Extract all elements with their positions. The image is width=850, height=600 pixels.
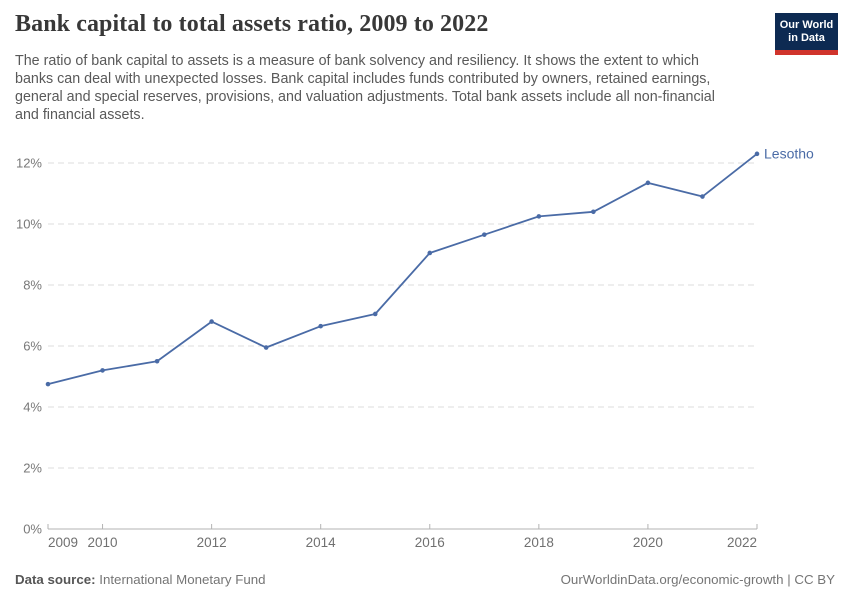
data-point[interactable]	[372, 311, 378, 317]
series-entity-label[interactable]: Lesotho	[764, 145, 814, 161]
x-axis-tick-label: 2022	[727, 535, 757, 550]
credit-line: OurWorldinData.org/economic-growth | CC …	[561, 572, 835, 587]
data-point[interactable]	[427, 250, 433, 256]
series-line	[47, 152, 758, 386]
y-axis-tick-label: 4%	[23, 400, 42, 415]
y-axis-tick-label: 10%	[16, 217, 42, 232]
y-axis-tick-label: 8%	[23, 278, 42, 293]
x-axis-tick-label: 2016	[415, 535, 445, 550]
data-source: Data source: International Monetary Fund	[15, 572, 266, 587]
x-axis-tick-label: 2009	[48, 535, 78, 550]
data-source-label: Data source:	[15, 572, 96, 587]
chart-subtitle: The ratio of bank capital to assets is a…	[15, 53, 715, 123]
y-axis-tick-label: 2%	[23, 461, 42, 476]
owid-logo-line1: Our World	[779, 19, 834, 31]
y-axis-tick-label: 12%	[16, 156, 42, 171]
data-point[interactable]	[318, 323, 323, 329]
data-point[interactable]	[645, 180, 651, 186]
line-chart-svg: 0% 2% 4% 6% 8% 10% 12% 2009 2010 2012 2014 2016 2018…	[16, 145, 814, 550]
credit-separator: |	[783, 572, 795, 587]
y-axis-tick-label: 0%	[23, 522, 42, 537]
x-axis-tick-label: 2012	[197, 535, 227, 550]
x-axis-tick-label: 2014	[306, 535, 337, 550]
license-link[interactable]: CC BY	[794, 572, 835, 587]
data-point[interactable]	[591, 209, 596, 215]
credit-link[interactable]: OurWorldinData.org/economic-growth	[560, 572, 784, 587]
owid-logo[interactable]: Our World in Data	[775, 13, 838, 55]
data-point[interactable]	[45, 381, 51, 387]
x-axis-tick-label: 2018	[524, 535, 554, 550]
y-axis-tick-label: 6%	[23, 339, 42, 354]
data-source-value: International Monetary Fund	[99, 572, 266, 587]
data-point[interactable]	[209, 319, 214, 324]
owid-logo-line2: in Data	[788, 32, 825, 44]
data-point[interactable]	[700, 194, 705, 199]
data-point[interactable]	[482, 232, 487, 237]
x-axis-tick-label: 2020	[633, 535, 663, 550]
data-point[interactable]	[536, 214, 542, 219]
x-axis-tick-label: 2010	[88, 535, 118, 550]
chart-footer: Data source: International Monetary Fund…	[0, 572, 850, 587]
data-point[interactable]	[100, 368, 105, 373]
data-point[interactable]	[263, 345, 269, 350]
data-point[interactable]	[754, 151, 760, 157]
data-point[interactable]	[154, 358, 160, 364]
page-title: Bank capital to total assets ratio, 2009…	[15, 11, 489, 37]
chart-area: 0% 2% 4% 6% 8% 10% 12% 2009 2010 2012 2014 2016 2018…	[0, 130, 850, 560]
